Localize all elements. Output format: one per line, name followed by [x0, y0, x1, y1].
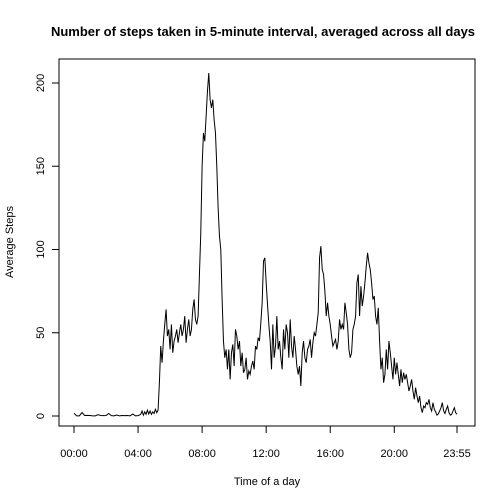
- y-axis: 0 50 100 150 200: [35, 74, 60, 419]
- x-tick-label: 16:00: [316, 448, 344, 460]
- y-tick-label: 50: [35, 327, 47, 339]
- plot-frame: [58, 58, 476, 427]
- x-axis: 00:00 04:00 08:00 12:00 16:00 20:00 23:55: [60, 425, 471, 460]
- y-axis-label: Average Steps: [4, 206, 16, 278]
- y-tick-label: 200: [35, 74, 47, 92]
- series-line: [73, 72, 458, 417]
- y-tick-label: 150: [35, 157, 47, 175]
- chart-title: Number of steps taken in 5-minute interv…: [51, 24, 475, 39]
- x-tick-label: 04:00: [124, 448, 152, 460]
- x-tick-label: 00:00: [60, 448, 88, 460]
- x-tick-label: 08:00: [188, 448, 216, 460]
- series-layer: [73, 72, 458, 417]
- x-tick-label: 12:00: [252, 448, 280, 460]
- y-tick-label: 0: [35, 413, 47, 419]
- y-tick-label: 100: [35, 240, 47, 258]
- x-axis-label: Time of a day: [234, 476, 301, 488]
- x-tick-label: 23:55: [443, 448, 471, 460]
- x-tick-label: 20:00: [381, 448, 409, 460]
